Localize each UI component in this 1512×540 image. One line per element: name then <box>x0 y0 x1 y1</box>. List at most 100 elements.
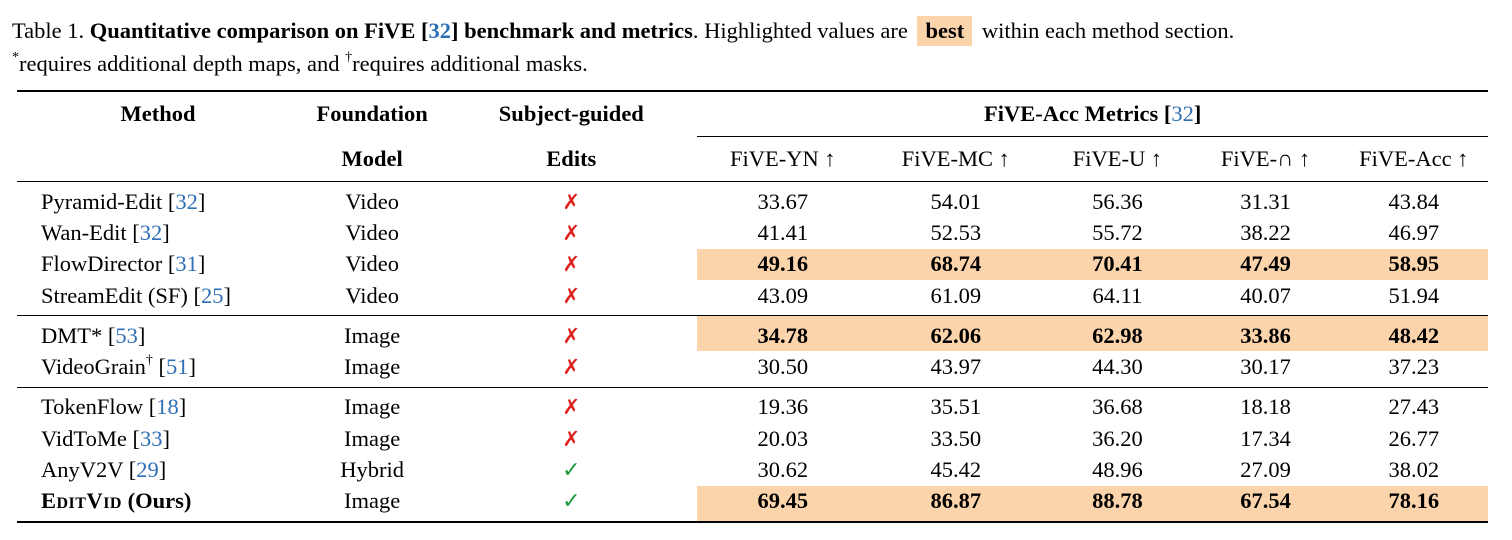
cross-icon: ✗ <box>562 283 581 308</box>
caption-title: Quantitative comparison on FiVE [32] ben… <box>89 18 693 43</box>
results-table: Method Foundation Subject-guided FiVE-Ac… <box>17 90 1488 523</box>
foundation-cell: Video <box>345 251 399 277</box>
mask-footnote-marker: † <box>345 49 353 65</box>
header-model: Model <box>299 136 446 182</box>
value-cell: 37.23 <box>1339 351 1488 388</box>
citation-link[interactable]: 53 <box>115 322 138 348</box>
best-highlight-chip: best <box>917 16 973 46</box>
foundation-cell: Image <box>344 322 401 348</box>
value-cell: 54.01 <box>930 188 982 214</box>
editvid-name: EditVid <box>41 488 122 514</box>
best-value-cell: 47.49 <box>1191 248 1340 280</box>
subject-cell: ✗ <box>445 249 697 280</box>
table-caption: Table 1. Quantitative comparison on FiVE… <box>12 16 1235 76</box>
header-five-acc: FiVE-Acc ↑ <box>1339 136 1488 182</box>
header-row-2: Model Edits FiVE-YN ↑ FiVE-MC ↑ FiVE-U ↑… <box>17 136 1488 182</box>
best-value-cell: 69.45 <box>697 485 869 523</box>
value-cell: 33.50 <box>930 425 982 451</box>
citation-link[interactable]: 33 <box>139 425 163 451</box>
value-cell: 38.22 <box>1240 219 1291 245</box>
subject-cell: ✗ <box>445 387 697 423</box>
best-value-cell: 68.74 <box>868 248 1044 280</box>
header-group-ref-link[interactable]: 32 <box>1171 101 1194 126</box>
value-cell: 19.36 <box>757 394 809 420</box>
check-icon: ✓ <box>562 489 581 515</box>
method-cell: AnyV2V [29] <box>41 457 167 483</box>
value-cell: 45.42 <box>930 457 982 483</box>
header-five-acc-group: FiVE-Acc Metrics [32] <box>697 90 1488 137</box>
value-cell: 52.53 <box>930 219 982 245</box>
best-value-cell: 70.41 <box>1043 248 1192 280</box>
cross-icon: ✗ <box>562 323 581 348</box>
method-cell: FlowDirector [31] <box>41 251 206 277</box>
value-cell: 41.41 <box>757 219 809 245</box>
value-cell: 17.34 <box>1240 425 1291 451</box>
value-cell: 61.09 <box>868 279 1044 317</box>
header-foundation: Foundation <box>299 90 446 137</box>
citation-link[interactable]: 18 <box>156 394 179 420</box>
table-row: VideoGrain† [51] Image ✗ 30.50 43.97 44.… <box>17 351 1488 388</box>
best-value-cell: 86.87 <box>868 485 1044 523</box>
caption-title-ref-link[interactable]: 32 <box>428 18 452 43</box>
citation-link[interactable]: 32 <box>139 219 163 245</box>
header-five-u: FiVE-U ↑ <box>1043 136 1192 182</box>
cross-icon: ✗ <box>562 395 581 420</box>
value-cell: 35.51 <box>930 394 982 420</box>
table-row: Wan-Edit [32] Video ✗ 41.41 52.53 55.72 … <box>17 217 1488 248</box>
value-cell: 26.77 <box>1388 425 1440 451</box>
value-cell: 36.20 <box>1092 425 1143 451</box>
best-value-cell: 62.06 <box>868 315 1044 352</box>
foundation-cell: Image <box>299 485 446 523</box>
method-cell: StreamEdit (SF) [25] <box>17 279 300 317</box>
best-value-cell: 58.95 <box>1339 248 1488 280</box>
citation-link[interactable]: 32 <box>175 188 198 214</box>
value-cell: 33.67 <box>757 188 809 214</box>
best-value-cell: 33.86 <box>1191 315 1340 352</box>
method-cell-ours: EditVid (Ours) <box>17 485 300 523</box>
cross-icon: ✗ <box>562 189 581 214</box>
subject-cell: ✓ <box>445 454 697 485</box>
value-cell: 43.84 <box>1388 188 1440 214</box>
caption-prefix: Table 1. <box>12 18 90 43</box>
table-row: VidToMe [33] Image ✗ 20.03 33.50 36.20 1… <box>17 423 1488 454</box>
header-method: Method <box>17 90 300 137</box>
cross-icon: ✗ <box>562 355 581 380</box>
value-cell: 43.09 <box>697 279 869 317</box>
table-row: Pyramid-Edit [32] Video ✗ 33.67 54.01 56… <box>17 182 1488 218</box>
best-value-cell: 62.98 <box>1043 315 1192 352</box>
header-five-yn: FiVE-YN ↑ <box>697 136 869 182</box>
value-cell: 64.11 <box>1043 279 1192 317</box>
citation-link[interactable]: 25 <box>200 282 224 308</box>
method-cell: Pyramid-Edit [32] <box>41 188 206 214</box>
foundation-cell: Hybrid <box>340 457 404 483</box>
method-cell: DMT* [53] <box>41 322 146 348</box>
mask-marker: † <box>145 352 153 368</box>
table-row-best: FlowDirector [31] Video ✗ 49.16 68.74 70… <box>17 248 1488 280</box>
value-cell: 18.18 <box>1240 394 1291 420</box>
foundation-cell: Image <box>344 394 401 420</box>
subject-cell: ✗ <box>445 279 698 317</box>
table-row-ours: EditVid (Ours) Image ✓ 69.45 86.87 88.78… <box>17 485 1488 523</box>
value-cell: 30.50 <box>697 351 869 388</box>
value-cell: 43.97 <box>868 351 1044 388</box>
value-cell: 40.07 <box>1191 279 1340 317</box>
cross-icon: ✗ <box>562 220 581 245</box>
table-row: StreamEdit (SF) [25] Video ✗ 43.09 61.09… <box>17 279 1488 317</box>
cross-icon: ✗ <box>562 426 581 451</box>
foundation-cell: Image <box>299 351 446 388</box>
citation-link[interactable]: 29 <box>136 457 159 483</box>
citation-link[interactable]: 31 <box>175 251 198 277</box>
subject-cell: ✗ <box>445 351 698 388</box>
value-cell: 27.09 <box>1240 457 1291 483</box>
header-edits: Edits <box>445 136 698 182</box>
best-value-cell: 67.54 <box>1191 485 1340 523</box>
value-cell: 46.97 <box>1388 219 1440 245</box>
value-cell: 30.62 <box>757 457 809 483</box>
check-icon: ✓ <box>562 458 581 484</box>
citation-link[interactable]: 51 <box>166 354 189 380</box>
method-cell: VidToMe [33] <box>41 425 170 451</box>
table-row-best: DMT* [53] Image ✗ 34.78 62.06 62.98 33.8… <box>17 315 1488 352</box>
method-cell: VideoGrain† [51] <box>17 351 300 388</box>
value-cell: 30.17 <box>1191 351 1340 388</box>
method-cell: TokenFlow [18] <box>41 394 187 420</box>
